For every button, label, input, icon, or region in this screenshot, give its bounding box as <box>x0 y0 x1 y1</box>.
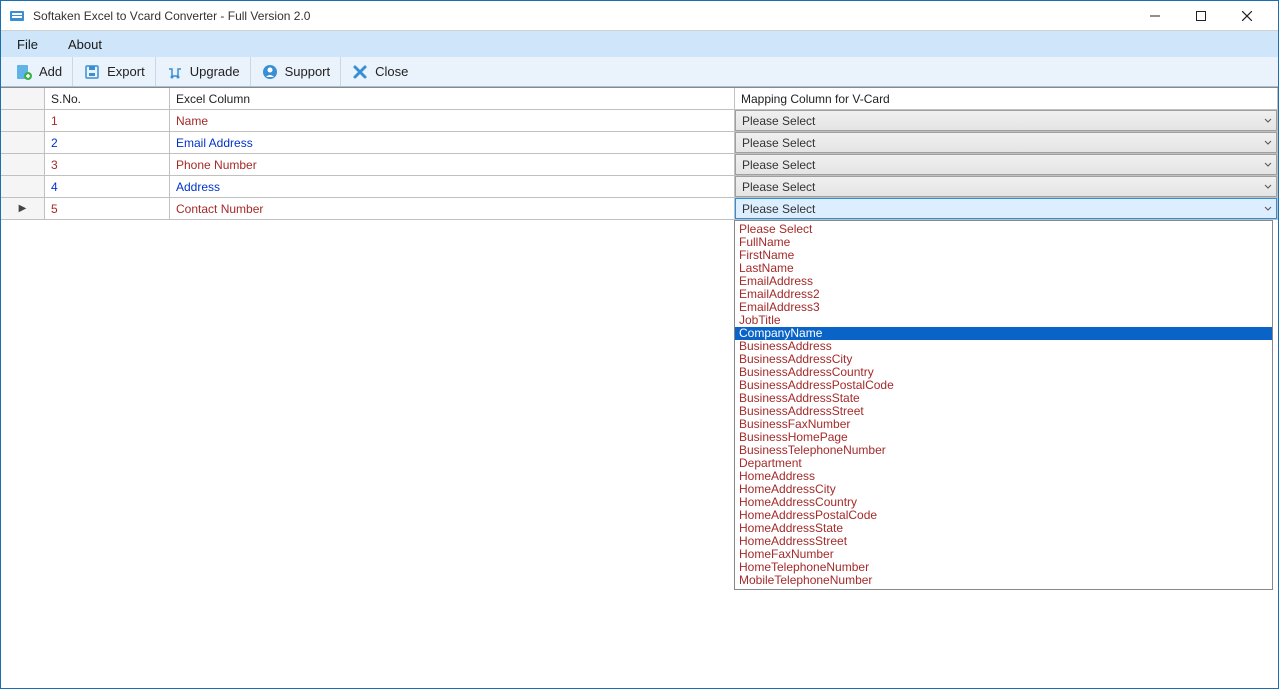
mapping-select[interactable]: Please Select <box>735 198 1277 219</box>
dropdown-option[interactable]: BusinessTelephoneNumber <box>735 444 1272 457</box>
dropdown-option[interactable]: Department <box>735 457 1272 470</box>
header-marker <box>1 88 45 109</box>
row-marker <box>1 154 45 175</box>
support-button[interactable]: Support <box>251 57 342 86</box>
export-button[interactable]: Export <box>73 57 156 86</box>
table-row[interactable]: 1NamePlease Select <box>1 110 1278 132</box>
mapping-dropdown-list[interactable]: Please SelectFullNameFirstNameLastName Em… <box>734 220 1273 590</box>
table-row[interactable]: 2Email AddressPlease Select <box>1 132 1278 154</box>
header-sno[interactable]: S.No. <box>45 88 170 109</box>
cell-excel-column: Name <box>170 110 735 131</box>
dropdown-option[interactable]: FirstName <box>735 249 1272 262</box>
close-button[interactable] <box>1224 1 1270 31</box>
row-marker: ▶ <box>1 198 45 219</box>
cell-sno: 4 <box>45 176 170 197</box>
chevron-down-icon <box>1264 158 1272 172</box>
cell-mapping: Please Select <box>735 176 1278 197</box>
cell-excel-column: Phone Number <box>170 154 735 175</box>
titlebar: Softaken Excel to Vcard Converter - Full… <box>1 1 1278 31</box>
cell-mapping: Please Select <box>735 132 1278 153</box>
export-label: Export <box>107 64 145 79</box>
cell-sno: 2 <box>45 132 170 153</box>
export-icon <box>83 63 101 81</box>
cell-mapping: Please Select <box>735 110 1278 131</box>
add-label: Add <box>39 64 62 79</box>
header-mapping[interactable]: Mapping Column for V-Card <box>735 88 1278 109</box>
close-label: Close <box>375 64 408 79</box>
menu-about[interactable]: About <box>62 34 108 55</box>
close-icon <box>351 63 369 81</box>
cell-excel-column: Email Address <box>170 132 735 153</box>
window-title: Softaken Excel to Vcard Converter - Full… <box>33 9 1132 23</box>
row-marker <box>1 176 45 197</box>
mapping-select[interactable]: Please Select <box>735 176 1277 197</box>
add-icon <box>15 63 33 81</box>
maximize-button[interactable] <box>1178 1 1224 31</box>
chevron-down-icon <box>1264 136 1272 150</box>
menu-file[interactable]: File <box>11 34 44 55</box>
dropdown-option[interactable]: FullName <box>735 236 1272 249</box>
header-excel[interactable]: Excel Column <box>170 88 735 109</box>
dropdown-option[interactable]: MobileTelephoneNumber <box>735 574 1272 587</box>
table-row[interactable]: ▶5Contact NumberPlease Select <box>1 198 1278 220</box>
grid-header: S.No. Excel Column Mapping Column for V-… <box>1 88 1278 110</box>
window-controls <box>1132 1 1270 31</box>
cell-excel-column: Contact Number <box>170 198 735 219</box>
chevron-down-icon <box>1264 114 1272 128</box>
cell-sno: 3 <box>45 154 170 175</box>
table-row[interactable]: 3Phone NumberPlease Select <box>1 154 1278 176</box>
row-marker <box>1 132 45 153</box>
support-label: Support <box>285 64 331 79</box>
cell-sno: 1 <box>45 110 170 131</box>
cell-mapping: Please Select <box>735 154 1278 175</box>
close-tool-button[interactable]: Close <box>341 57 418 86</box>
upgrade-button[interactable]: Upgrade <box>156 57 251 86</box>
mapping-select[interactable]: Please Select <box>735 132 1277 153</box>
table-row[interactable]: 4AddressPlease Select <box>1 176 1278 198</box>
app-icon <box>9 8 25 24</box>
menubar: File About <box>1 31 1278 57</box>
chevron-down-icon <box>1264 202 1272 216</box>
cell-excel-column: Address <box>170 176 735 197</box>
toolbar: Add Export Upgrade Support Close <box>1 57 1278 87</box>
support-icon <box>261 63 279 81</box>
dropdown-option[interactable]: EmailAddress3 <box>735 301 1272 314</box>
dropdown-option[interactable]: Please Select <box>735 223 1272 236</box>
chevron-down-icon <box>1264 180 1272 194</box>
upgrade-icon <box>166 63 184 81</box>
mapping-grid: S.No. Excel Column Mapping Column for V-… <box>1 87 1278 220</box>
mapping-select[interactable]: Please Select <box>735 110 1277 131</box>
dropdown-option[interactable]: LastName <box>735 262 1272 275</box>
minimize-button[interactable] <box>1132 1 1178 31</box>
row-marker <box>1 110 45 131</box>
add-button[interactable]: Add <box>5 57 73 86</box>
cell-mapping: Please Select <box>735 198 1278 219</box>
mapping-select[interactable]: Please Select <box>735 154 1277 175</box>
cell-sno: 5 <box>45 198 170 219</box>
upgrade-label: Upgrade <box>190 64 240 79</box>
